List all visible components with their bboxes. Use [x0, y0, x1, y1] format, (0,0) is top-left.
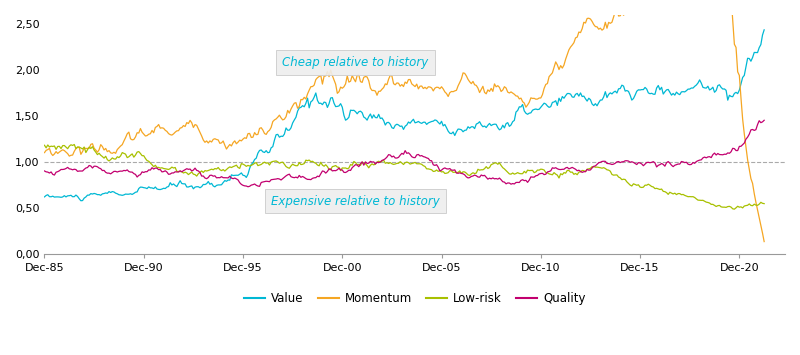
- Low-risk: [730, 207, 739, 211]
- Quality: [243, 185, 253, 189]
- Value: [759, 28, 769, 32]
- Momentum: [377, 87, 386, 91]
- Value: [76, 198, 86, 203]
- Quality: [366, 159, 375, 164]
- Value: [194, 185, 203, 189]
- Line: Momentum: Momentum: [45, 0, 764, 242]
- Low-risk: [379, 158, 389, 162]
- Momentum: [364, 79, 374, 83]
- Low-risk: [759, 202, 769, 206]
- Line: Low-risk: Low-risk: [45, 144, 764, 209]
- Low-risk: [70, 142, 79, 147]
- Momentum: [235, 138, 245, 142]
- Momentum: [40, 151, 50, 155]
- Line: Quality: Quality: [45, 120, 764, 187]
- Value: [366, 112, 375, 116]
- Quality: [235, 181, 245, 185]
- Value: [40, 195, 50, 199]
- Quality: [40, 169, 50, 173]
- Momentum: [448, 89, 458, 94]
- Momentum: [759, 240, 769, 244]
- Legend: Value, Momentum, Low-risk, Quality: Value, Momentum, Low-risk, Quality: [239, 287, 590, 310]
- Value: [450, 133, 459, 138]
- Value: [379, 119, 389, 123]
- Quality: [450, 168, 459, 172]
- Text: Cheap relative to history: Cheap relative to history: [282, 56, 429, 69]
- Quality: [702, 156, 711, 160]
- Value: [702, 86, 711, 90]
- Low-risk: [450, 170, 459, 174]
- Low-risk: [40, 143, 50, 147]
- Quality: [192, 168, 202, 173]
- Quality: [379, 158, 389, 162]
- Line: Value: Value: [45, 30, 764, 201]
- Low-risk: [194, 171, 203, 176]
- Momentum: [192, 123, 202, 127]
- Low-risk: [366, 163, 375, 168]
- Low-risk: [702, 200, 711, 204]
- Low-risk: [237, 162, 246, 166]
- Value: [237, 171, 246, 175]
- Quality: [759, 118, 769, 122]
- Text: Expensive relative to history: Expensive relative to history: [271, 195, 440, 208]
